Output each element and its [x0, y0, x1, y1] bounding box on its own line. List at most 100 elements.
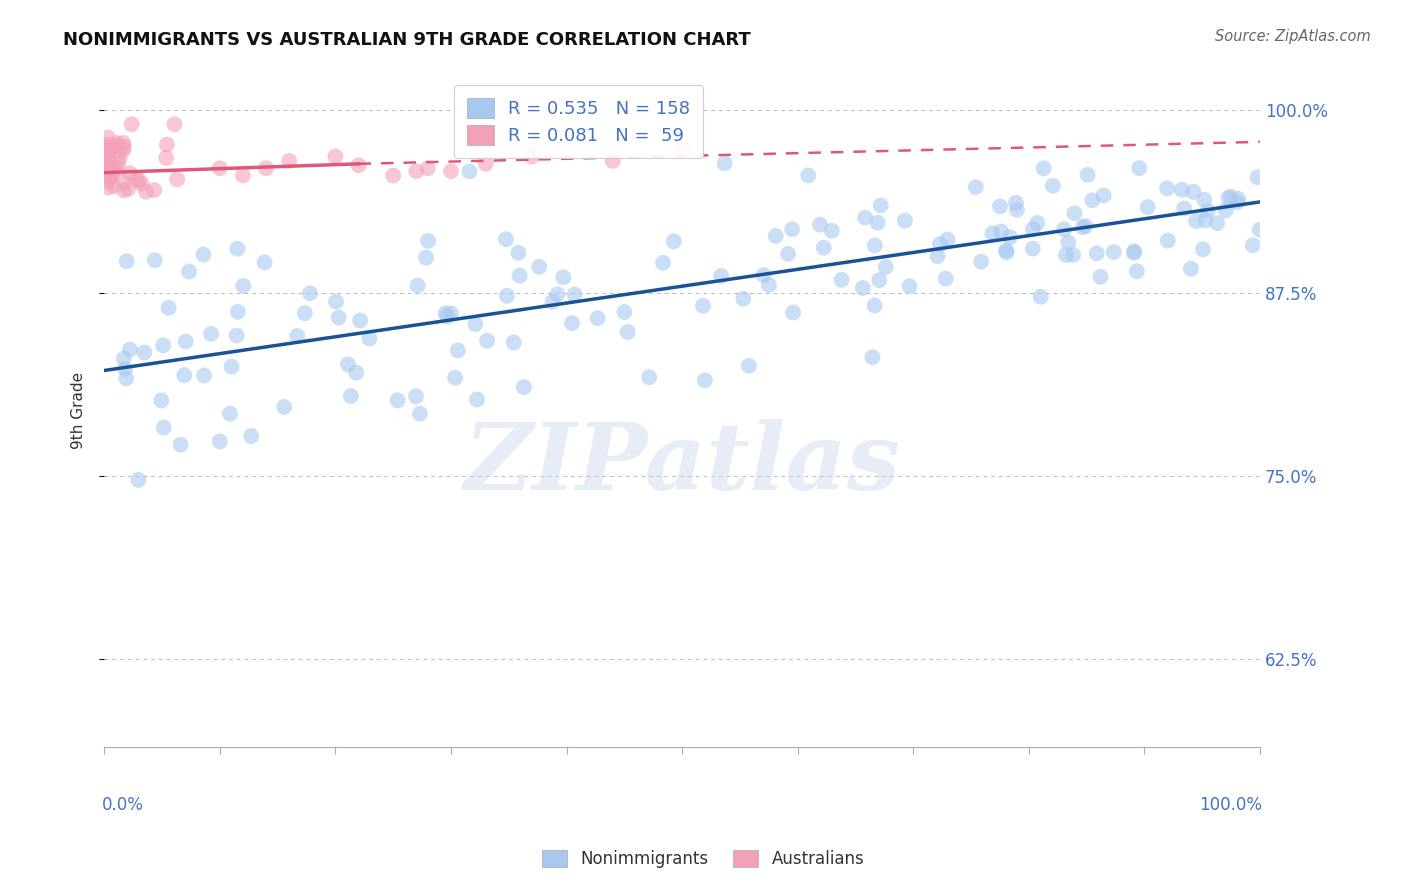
- Point: [112, 143, 135, 157]
- Point: [546, 287, 568, 301]
- Point: [502, 335, 524, 350]
- Point: [652, 256, 675, 270]
- Point: [97, 180, 120, 194]
- Point: [273, 400, 295, 414]
- Point: [875, 260, 897, 274]
- Point: [100, 170, 122, 185]
- Point: [105, 138, 128, 153]
- Point: [108, 144, 131, 158]
- Point: [1022, 242, 1045, 256]
- Point: [1092, 188, 1115, 202]
- Point: [143, 183, 166, 197]
- Point: [254, 161, 277, 176]
- Point: [782, 305, 804, 319]
- Point: [1227, 192, 1250, 206]
- Point: [1136, 200, 1159, 214]
- Point: [225, 328, 247, 343]
- Point: [1226, 195, 1249, 210]
- Text: Source: ZipAtlas.com: Source: ZipAtlas.com: [1215, 29, 1371, 44]
- Point: [131, 177, 153, 191]
- Point: [157, 301, 180, 315]
- Point: [97, 141, 120, 155]
- Point: [1194, 193, 1216, 207]
- Point: [278, 153, 301, 168]
- Point: [1053, 222, 1076, 236]
- Point: [416, 161, 439, 176]
- Point: [240, 429, 263, 443]
- Point: [797, 169, 820, 183]
- Point: [344, 366, 367, 380]
- Point: [981, 227, 1004, 241]
- Point: [813, 241, 835, 255]
- Point: [862, 351, 884, 365]
- Point: [1157, 234, 1180, 248]
- Point: [152, 420, 174, 434]
- Point: [1042, 178, 1064, 193]
- Point: [1194, 213, 1216, 227]
- Point: [232, 278, 254, 293]
- Point: [105, 161, 128, 175]
- Point: [935, 271, 957, 285]
- Point: [359, 332, 381, 346]
- Point: [1081, 194, 1104, 208]
- Point: [1185, 214, 1208, 228]
- Point: [693, 373, 716, 387]
- Point: [1032, 161, 1054, 176]
- Point: [163, 117, 186, 131]
- Point: [97, 175, 120, 189]
- Point: [105, 136, 128, 150]
- Point: [173, 368, 195, 383]
- Point: [1173, 202, 1195, 216]
- Point: [121, 117, 143, 131]
- Point: [988, 199, 1011, 213]
- Point: [115, 254, 138, 268]
- Point: [1085, 246, 1108, 260]
- Point: [97, 153, 120, 167]
- Point: [1054, 248, 1077, 262]
- Point: [458, 164, 481, 178]
- Point: [1192, 242, 1215, 256]
- Point: [1171, 183, 1194, 197]
- Point: [638, 370, 661, 384]
- Point: [447, 343, 470, 358]
- Point: [208, 434, 231, 449]
- Point: [177, 264, 200, 278]
- Point: [508, 245, 530, 260]
- Point: [671, 144, 693, 158]
- Point: [1071, 220, 1094, 235]
- Point: [97, 142, 120, 156]
- Point: [1215, 203, 1237, 218]
- Point: [561, 316, 583, 330]
- Point: [853, 211, 876, 225]
- Point: [294, 306, 316, 320]
- Point: [1077, 168, 1099, 182]
- Point: [898, 279, 921, 293]
- Text: 0.0%: 0.0%: [103, 796, 143, 814]
- Point: [97, 137, 120, 152]
- Point: [208, 161, 231, 176]
- Point: [1249, 223, 1271, 237]
- Point: [111, 175, 134, 189]
- Point: [520, 149, 543, 163]
- Legend: R = 0.535   N = 158, R = 0.081   N =  59: R = 0.535 N = 158, R = 0.081 N = 59: [454, 86, 703, 158]
- Point: [349, 313, 371, 327]
- Point: [662, 235, 685, 249]
- Point: [101, 164, 124, 178]
- Point: [1220, 190, 1243, 204]
- Point: [1029, 290, 1052, 304]
- Point: [112, 136, 135, 150]
- Point: [415, 251, 437, 265]
- Point: [1123, 245, 1146, 260]
- Point: [101, 141, 124, 155]
- Text: NONIMMIGRANTS VS AUSTRALIAN 9TH GRADE CORRELATION CHART: NONIMMIGRANTS VS AUSTRALIAN 9TH GRADE CO…: [63, 31, 751, 49]
- Point: [586, 311, 609, 326]
- Point: [863, 238, 886, 252]
- Point: [97, 158, 120, 172]
- Point: [97, 141, 120, 155]
- Point: [513, 380, 536, 394]
- Point: [1102, 245, 1125, 260]
- Point: [1090, 269, 1112, 284]
- Point: [465, 392, 488, 407]
- Point: [1126, 264, 1149, 278]
- Point: [97, 166, 120, 180]
